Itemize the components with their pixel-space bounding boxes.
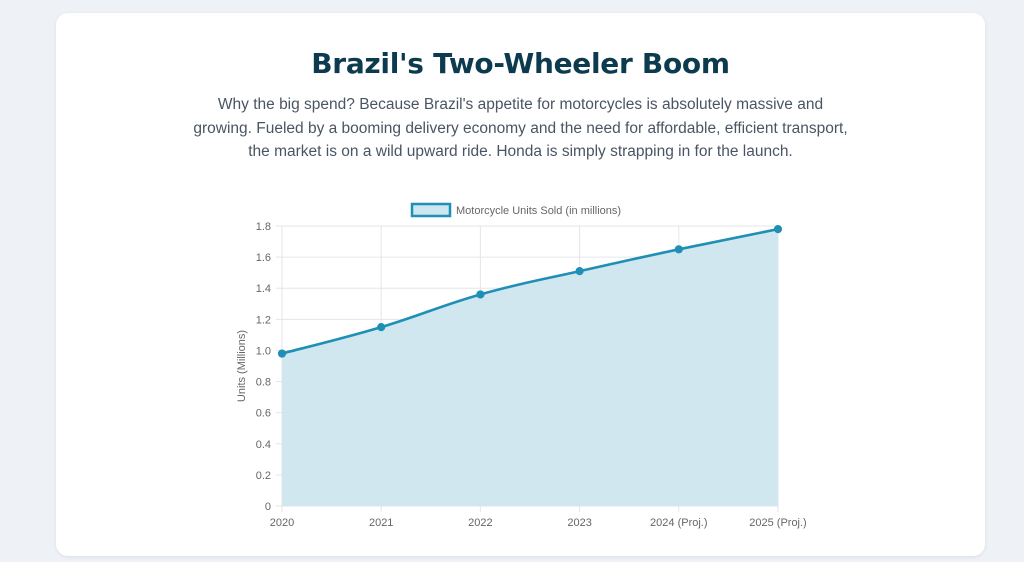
series-line — [281, 227, 779, 355]
x-tick-label: 2020 — [270, 517, 294, 529]
data-point — [575, 267, 584, 276]
page-title: Brazil's Two-Wheeler Boom — [311, 47, 730, 80]
y-axis-label: Units (Millions) — [236, 330, 248, 402]
y-tick-label: 0 — [265, 501, 271, 513]
series-area — [282, 229, 778, 506]
y-tick-label: 0.8 — [256, 377, 271, 389]
x-tick-label: 2025 (Proj.) — [749, 517, 806, 529]
y-tick-label: 1.0 — [256, 345, 271, 357]
y-tick-label: 1.8 — [256, 221, 271, 233]
data-point — [674, 245, 683, 254]
y-tick-label: 0.6 — [256, 408, 271, 420]
data-point — [773, 225, 783, 234]
data-point — [377, 323, 386, 332]
x-tick-label: 2021 — [369, 517, 393, 529]
y-tick-label: 1.2 — [256, 314, 271, 326]
y-tick-label: 0.2 — [256, 470, 271, 482]
x-tick-label: 2024 (Proj.) — [650, 517, 707, 529]
data-point — [277, 349, 287, 358]
legend-swatch — [410, 202, 452, 218]
y-tick-label: 1.4 — [256, 283, 271, 295]
x-tick-label: 2022 — [468, 517, 492, 529]
y-tick-label: 0.4 — [256, 439, 271, 451]
data-point — [476, 290, 485, 299]
page-description: Why the big spend? Because Brazil's appe… — [193, 96, 848, 160]
y-tick-label: 1.6 — [256, 252, 271, 264]
x-tick-label: 2023 — [567, 517, 591, 529]
legend-label: Motorcycle Units Sold (in millions) — [456, 205, 621, 217]
